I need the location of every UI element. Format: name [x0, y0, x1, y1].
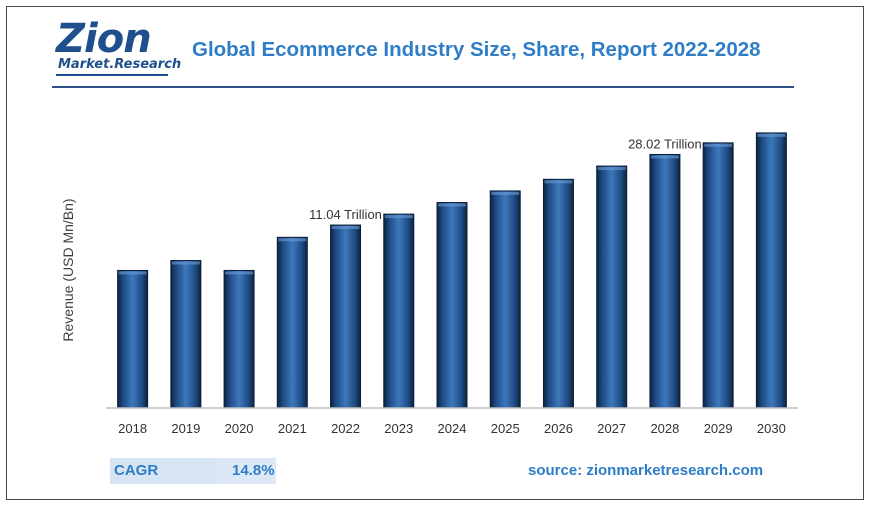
bar-highlight-2026: [544, 180, 573, 184]
x-tick-label: 2025: [491, 421, 520, 436]
bar-highlight-2022: [331, 226, 360, 230]
zion-logo: Zion Market.Research: [56, 16, 181, 76]
data-annotation: 28.02 Trillion: [628, 136, 702, 151]
bar-highlight-2024: [438, 203, 466, 207]
bar-2020: [223, 269, 255, 409]
bar-highlight-2029: [704, 143, 733, 147]
bar-highlight-2019: [171, 261, 200, 265]
logo-underline: [56, 74, 168, 76]
source-text: source: zionmarketresearch.com: [528, 462, 764, 479]
bar-highlight-2027: [597, 167, 626, 171]
data-annotation: 11.04 Trillion: [309, 207, 382, 222]
bar-2028: [649, 153, 681, 409]
bar-2018: [117, 269, 149, 409]
bar-2025: [489, 190, 521, 409]
bar-2019: [170, 260, 202, 409]
cagr-label: CAGR: [114, 462, 159, 479]
cagr-value-box: [216, 458, 276, 484]
x-tick-label: 2027: [597, 421, 626, 436]
chart-frame: [6, 6, 864, 500]
x-tick-label: 2024: [438, 421, 467, 436]
x-tick-label: 2020: [225, 421, 254, 436]
bar-2022: [330, 224, 362, 409]
bar-highlight-2020: [225, 271, 254, 275]
bar-highlight-2018: [118, 271, 147, 275]
bar-highlight-2028: [650, 155, 679, 159]
x-tick-label: 2019: [171, 421, 200, 436]
x-tick-labels: 2018 2019 2020 2021 2022 2023 2024 2025 2026 2027…: [118, 421, 786, 436]
x-tick-label: 2030: [757, 421, 786, 436]
bar-2023: [383, 213, 415, 409]
bar-highlight-2025: [491, 191, 520, 195]
x-tick-label: 2023: [384, 421, 413, 436]
cagr-label-box: [110, 458, 216, 484]
logo-wordmark: Zion: [56, 16, 152, 62]
bar-2027: [596, 165, 628, 409]
chart-title: Global Ecommerce Industry Size, Share, R…: [192, 38, 761, 61]
title-divider: [52, 86, 794, 88]
bar-2030: [755, 132, 787, 409]
annotations-group: 11.04 Trillion 28.02 Trillion: [309, 136, 702, 222]
x-tick-label: 2029: [704, 421, 733, 436]
x-tick-label: 2021: [278, 421, 307, 436]
bar-2029: [702, 142, 734, 409]
x-tick-label: 2022: [331, 421, 360, 436]
bar-highlight-2030: [757, 133, 786, 137]
bars-group: [117, 132, 787, 409]
bar-highlight-2023: [384, 215, 413, 219]
bar-2024: [436, 202, 468, 409]
cagr-value: 14.8%: [232, 462, 275, 479]
x-tick-label: 2026: [544, 421, 573, 436]
bar-2026: [542, 178, 574, 409]
logo-subtitle: Market.Research: [58, 57, 182, 72]
x-tick-label: 2018: [118, 421, 147, 436]
bar-2021: [276, 236, 308, 409]
bar-highlight-2021: [278, 238, 307, 242]
x-tick-label: 2028: [650, 421, 679, 436]
